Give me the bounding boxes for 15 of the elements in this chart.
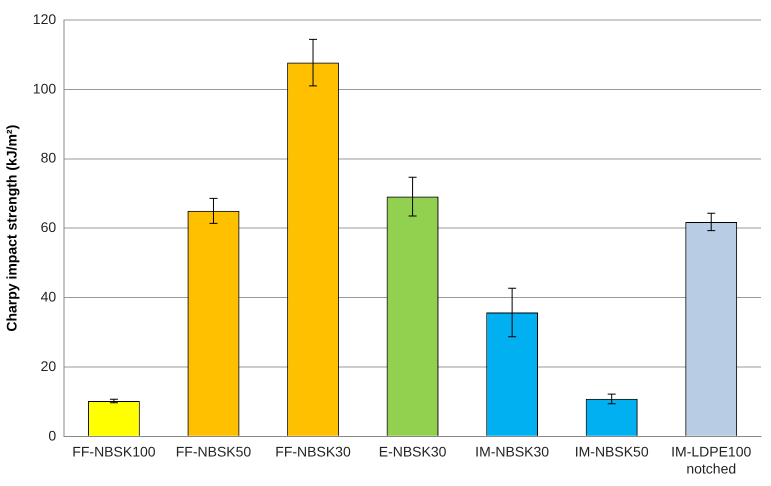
y-tick-label: 80 [40,150,56,166]
x-tick-label: IM-NBSK50 [574,444,649,460]
x-tick-label: FF-NBSK30 [275,444,351,460]
x-tick-label: FF-NBSK50 [176,444,252,460]
y-tick-label: 60 [40,219,56,236]
y-tick-label: 120 [32,10,56,27]
y-tick-label: 20 [40,358,56,374]
x-tick-label: E-NBSK30 [378,444,447,460]
x-tick-label: IM-LDPE100 notched [671,444,752,476]
y-axis-title: Charpy impact strength (kJ/m²) [3,124,20,332]
y-tick-label: 40 [40,288,56,304]
x-tick-label: FF-NBSK100 [72,444,156,460]
x-tick-label: IM-NBSK30 [475,444,550,460]
y-tick-label: 0 [48,427,56,444]
y-tick-label: 100 [32,80,56,96]
